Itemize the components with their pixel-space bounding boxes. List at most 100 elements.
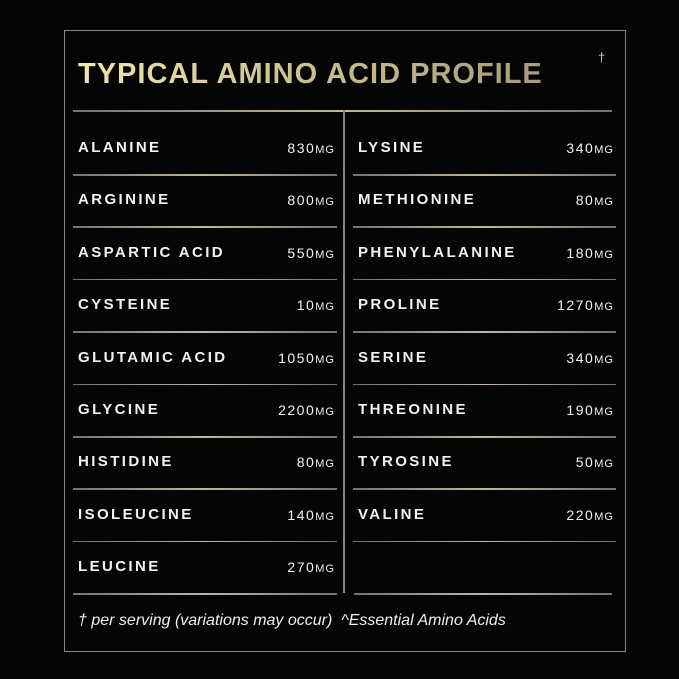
amount-value: 180 xyxy=(566,244,595,261)
row-divider xyxy=(73,331,337,333)
amino-acid-amount: 10MG xyxy=(297,292,335,320)
amount-value: 1270 xyxy=(557,297,595,314)
row-divider xyxy=(353,331,616,333)
amino-acid-name: PHENYLALANINE xyxy=(358,243,517,261)
amino-acid-name: GLUTAMIC ACID xyxy=(78,348,228,366)
amount-unit: MG xyxy=(315,248,335,261)
amino-acid-name: ARGININE xyxy=(78,191,171,209)
footer-divider xyxy=(354,593,612,595)
amino-acid-name: CYSTEINE xyxy=(78,296,173,314)
footnote-essential: ^Essential Amino Acids xyxy=(341,612,506,629)
table-row: PROLINE 1270MG xyxy=(358,292,614,318)
title-divider xyxy=(73,110,612,112)
amino-acid-amount: 340MG xyxy=(566,345,614,373)
amount-unit: MG xyxy=(315,196,335,209)
amount-value: 830 xyxy=(287,140,316,156)
amino-acid-name: GLYCINE xyxy=(78,401,161,418)
amount-unit: MG xyxy=(594,248,614,261)
amino-acid-amount: 80MG xyxy=(576,187,614,215)
amino-acid-amount: 830MG xyxy=(287,135,335,163)
amount-value: 10 xyxy=(296,297,316,314)
row-divider xyxy=(353,278,616,281)
row-divider xyxy=(353,383,616,386)
amount-unit: MG xyxy=(315,406,335,418)
table-row: TYROSINE 50MG xyxy=(358,449,614,475)
amino-acid-name: THREONINE xyxy=(358,401,468,418)
amount-unit: MG xyxy=(594,353,614,366)
amount-unit: MG xyxy=(594,196,614,209)
amino-acid-name: ALANINE xyxy=(78,139,162,156)
amino-acid-amount: 340MG xyxy=(566,135,614,163)
table-row: LYSINE 340MG xyxy=(358,135,614,161)
amount-value: 140 xyxy=(287,506,316,523)
amount-unit: MG xyxy=(315,301,335,314)
row-divider xyxy=(353,174,616,176)
row-divider xyxy=(73,174,337,176)
amino-acid-name: ASPARTIC ACID xyxy=(78,243,226,261)
amino-acid-amount: 190MG xyxy=(566,397,614,425)
amount-value: 1050 xyxy=(278,349,316,366)
amino-acid-name: SERINE xyxy=(358,348,429,366)
row-divider xyxy=(353,436,616,438)
amino-acid-name: PROLINE xyxy=(358,296,442,314)
amino-acid-amount: 50MG xyxy=(576,449,614,477)
footnote: † per serving (variations may occur) ^Es… xyxy=(78,612,506,630)
table-row: METHIONINE 80MG xyxy=(358,187,614,213)
table-row: SERINE 340MG xyxy=(358,345,614,371)
amino-acid-amount: 140MG xyxy=(287,502,335,530)
amino-acid-name: LYSINE xyxy=(358,139,426,156)
amount-value: 2200 xyxy=(278,402,316,418)
row-divider xyxy=(73,278,337,281)
amount-unit: MG xyxy=(315,510,335,523)
page-title: TYPICAL AMINO ACID PROFILE xyxy=(78,58,543,90)
row-divider xyxy=(73,540,337,543)
table-row: GLUTAMIC ACID 1050MG xyxy=(78,345,335,371)
row-divider xyxy=(73,488,337,490)
row-divider xyxy=(73,436,337,438)
column-divider xyxy=(343,110,345,593)
amount-unit: MG xyxy=(315,353,335,366)
amino-acid-name: TYROSINE xyxy=(358,453,454,471)
amino-acid-amount: 2200MG xyxy=(278,397,335,425)
amino-acid-name: VALINE xyxy=(358,505,427,523)
table-row: HISTIDINE 80MG xyxy=(78,449,335,475)
amino-acid-name: ISOLEUCINE xyxy=(78,505,194,523)
table-row: ALANINE 830MG xyxy=(78,135,335,161)
amount-unit: MG xyxy=(315,563,335,576)
amino-acid-amount: 80MG xyxy=(297,449,335,477)
amino-acid-amount: 270MG xyxy=(287,554,335,582)
amount-unit: MG xyxy=(315,144,335,156)
amount-unit: MG xyxy=(594,458,614,471)
amount-unit: MG xyxy=(594,510,614,523)
amount-unit: MG xyxy=(594,301,614,314)
table-row: THREONINE 190MG xyxy=(358,397,614,423)
table-row: PHENYLALANINE 180MG xyxy=(358,240,614,266)
amino-acid-amount: 1270MG xyxy=(557,292,614,320)
footnote-serving: † per serving (variations may occur) xyxy=(78,612,333,629)
table-row: ARGININE 800MG xyxy=(78,187,335,213)
table-row: VALINE 220MG xyxy=(358,502,614,528)
table-row: GLYCINE 2200MG xyxy=(78,397,335,423)
amount-value: 340 xyxy=(566,140,595,156)
amount-value: 220 xyxy=(566,506,595,523)
amino-acid-name: HISTIDINE xyxy=(78,453,174,471)
amino-acid-amount: 180MG xyxy=(566,240,614,268)
table-row: ISOLEUCINE 140MG xyxy=(78,502,335,528)
amount-value: 270 xyxy=(287,559,316,576)
amino-acid-name: METHIONINE xyxy=(358,191,477,209)
amount-value: 340 xyxy=(566,349,595,366)
row-divider xyxy=(73,593,337,595)
amino-acid-amount: 550MG xyxy=(287,240,335,268)
table-row: LEUCINE 270MG xyxy=(78,554,335,580)
amount-value: 80 xyxy=(296,454,316,471)
table-row: CYSTEINE 10MG xyxy=(78,292,335,318)
row-divider xyxy=(353,488,616,490)
row-divider xyxy=(73,226,337,228)
amount-value: 50 xyxy=(575,454,595,471)
row-divider xyxy=(73,383,337,386)
amount-value: 80 xyxy=(575,192,595,209)
amount-unit: MG xyxy=(594,406,614,418)
table-row: ASPARTIC ACID 550MG xyxy=(78,240,335,266)
amount-value: 190 xyxy=(566,402,595,418)
row-divider xyxy=(353,226,616,228)
